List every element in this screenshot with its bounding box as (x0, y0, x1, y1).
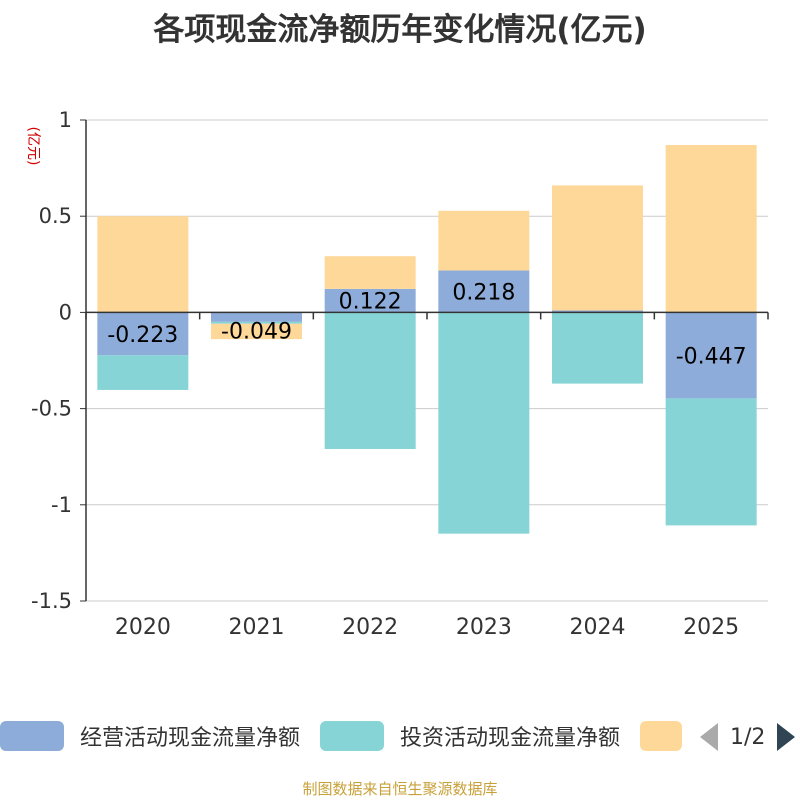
bar-series2-2024 (552, 312, 643, 384)
legend-item-operating[interactable]: 经营活动现金流量净额 (0, 716, 300, 756)
legend-label-investing: 投资活动现金流量净额 (400, 726, 621, 751)
bar-series3-2020 (97, 216, 189, 313)
legend-page-indicator: 1/2 (730, 724, 766, 750)
data-label: -0.223 (107, 323, 178, 348)
data-label: 0.122 (339, 290, 402, 315)
y-tick-label: 0.5 (39, 204, 72, 228)
legend-swatch-operating (0, 721, 64, 751)
data-label: 0.218 (452, 280, 515, 305)
bar-series2-2021 (211, 321, 302, 324)
chart-title: 各项现金流净额历年变化情况(亿元) (153, 12, 647, 48)
legend-next-arrow-icon[interactable] (777, 723, 796, 751)
legend-swatch-financing (640, 721, 682, 751)
legend: 经营活动现金流量净额 投资活动现金流量净额 (0, 716, 800, 756)
y-tick-label: -0.5 (31, 397, 72, 421)
bar-series2-2023 (438, 312, 530, 534)
legend-item-financing[interactable] (640, 716, 682, 756)
legend-swatch-investing (320, 721, 384, 751)
bar-series3-2023 (438, 210, 530, 271)
y-tick-label: -1.5 (31, 589, 72, 613)
bar-series2-2020 (97, 355, 189, 390)
y-tick-label: -1 (51, 493, 72, 517)
data-label: -0.049 (221, 319, 292, 344)
bar-series1-2024 (552, 310, 643, 313)
bar-series1-2025 (665, 312, 757, 399)
x-tick-label: 2025 (683, 615, 739, 640)
legend-prev-arrow-icon[interactable] (700, 723, 718, 751)
bar-series1-2021 (211, 312, 302, 322)
data-label: -0.447 (676, 344, 747, 369)
legend-label-operating: 经营活动现金流量净额 (80, 726, 301, 751)
source-note: 制图数据来自恒生聚源数据库 (302, 780, 498, 798)
bar-series1-2023 (438, 270, 530, 313)
y-tick-label: 0 (59, 300, 72, 324)
bar-series3-2022 (324, 256, 416, 289)
x-tick-label: 2021 (229, 615, 285, 640)
bar-series1-2022 (324, 288, 416, 313)
x-tick-label: 2020 (115, 615, 171, 640)
x-tick-label: 2023 (456, 615, 512, 640)
bar-series3-2021 (211, 323, 302, 340)
bar-series1-2020 (97, 312, 189, 356)
stacked-bar-chart: 1 0.5 0 -0.5 -1 -1.5 (亿元) 2020 2021 2022 2023 2024 2… (25, 108, 769, 640)
y-axis-label: (亿元) (25, 127, 41, 166)
x-tick-label: 2022 (342, 615, 398, 640)
bar-series3-2024 (552, 185, 643, 311)
bar-series3-2025 (665, 145, 757, 313)
legend-item-investing[interactable]: 投资活动现金流量净额 (320, 716, 620, 756)
x-tick-label: 2024 (570, 615, 626, 640)
bar-series2-2022 (324, 312, 416, 450)
legend-pager: 1/2 (700, 720, 796, 754)
bar-series2-2025 (665, 398, 757, 526)
y-tick-label: 1 (59, 108, 72, 132)
